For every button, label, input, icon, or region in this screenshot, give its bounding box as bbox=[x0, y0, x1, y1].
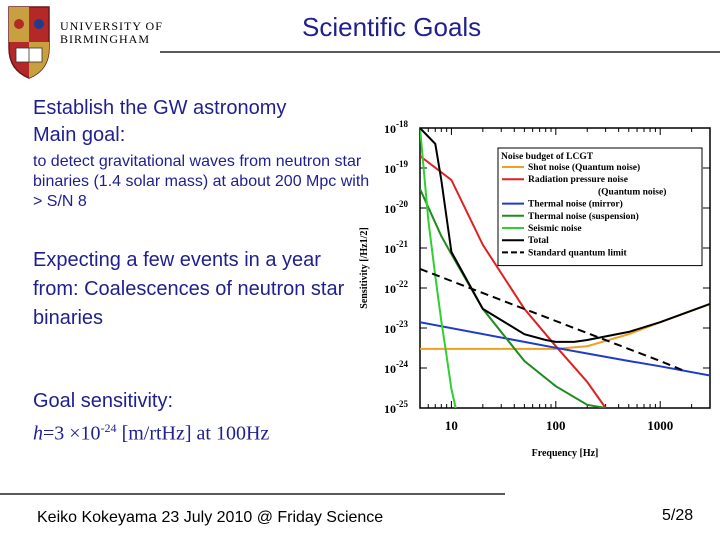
y-tick-label: 10-19 bbox=[384, 159, 408, 176]
legend-label-3: Thermal noise (suspension) bbox=[528, 211, 639, 222]
legend-box bbox=[497, 147, 703, 267]
legend-label-1-cont: (Quantum noise) bbox=[598, 186, 666, 197]
sensitivity-exponent: -24 bbox=[100, 421, 117, 435]
y-tick-label: 10-22 bbox=[384, 279, 408, 296]
footer-bar bbox=[0, 493, 505, 540]
legend-label-4: Seismic noise bbox=[528, 224, 582, 234]
sensitivity-unit: [m/rtHz] at 100Hz bbox=[116, 422, 270, 445]
noise-budget-chart: 10 100 1000 10-18 10-19 10-20 10-21 10-22 10-23 1… bbox=[359, 119, 711, 459]
series-line-4 bbox=[420, 128, 457, 408]
main-goal-label: Main goal: bbox=[33, 124, 126, 146]
expectation-text: Expecting a few events in a year from: C… bbox=[33, 249, 345, 329]
y-tick-label: 10-25 bbox=[384, 399, 408, 416]
sensitivity-mantissa: =3 ×10 bbox=[43, 422, 101, 445]
goal-sensitivity-value: h=3 ×10-24 [m/rtHz] at 100Hz bbox=[33, 421, 269, 446]
y-tick-label: 10-21 bbox=[384, 239, 408, 256]
legend-label-5: Total bbox=[528, 236, 549, 246]
page-number: 5/28 bbox=[662, 507, 694, 524]
x-tick-label: 100 bbox=[546, 418, 566, 433]
slide-title: Scientific Goals bbox=[302, 12, 482, 42]
series-line-3 bbox=[420, 188, 606, 408]
y-axis-label: Sensitivity [/Hz1/2] bbox=[359, 227, 370, 308]
legend-label-2: Thermal noise (mirror) bbox=[528, 199, 623, 210]
y-tick-label: 10-20 bbox=[384, 199, 408, 216]
detect-description: to detect gravitational waves from neutr… bbox=[33, 153, 370, 210]
title-divider bbox=[160, 51, 720, 53]
legend-title: Noise budget of LCGT bbox=[501, 152, 594, 162]
x-tick-label: 10 bbox=[445, 418, 458, 433]
university-name: UNIVERSITY OF BIRMINGHAM bbox=[60, 20, 163, 46]
y-tick-label: 10-24 bbox=[384, 359, 408, 376]
footer-text: Keiko Kokeyama 23 July 2010 @ Friday Sci… bbox=[37, 509, 384, 526]
series-line-5 bbox=[420, 128, 710, 343]
series-line-6 bbox=[420, 267, 688, 373]
legend-label-1: Radiation pressure noise bbox=[528, 175, 628, 185]
legend-label-0: Shot noise (Quantum noise) bbox=[528, 162, 640, 173]
university-crest-logo bbox=[6, 4, 52, 80]
series-line-2 bbox=[420, 321, 710, 377]
y-tick-label: 10-18 bbox=[384, 119, 408, 136]
strain-symbol: h bbox=[33, 422, 43, 445]
university-name-line2: BIRMINGHAM bbox=[60, 32, 151, 46]
establish-text: Establish the GW astronomy bbox=[33, 97, 287, 119]
x-axis-label: Frequency [Hz] bbox=[532, 448, 599, 459]
university-name-line1: UNIVERSITY OF bbox=[60, 19, 163, 33]
goal-sensitivity-label: Goal sensitivity: bbox=[33, 390, 174, 412]
x-tick-label: 1000 bbox=[647, 418, 673, 433]
legend-label-6: Standard quantum limit bbox=[528, 248, 628, 258]
y-tick-label: 10-23 bbox=[384, 319, 408, 336]
